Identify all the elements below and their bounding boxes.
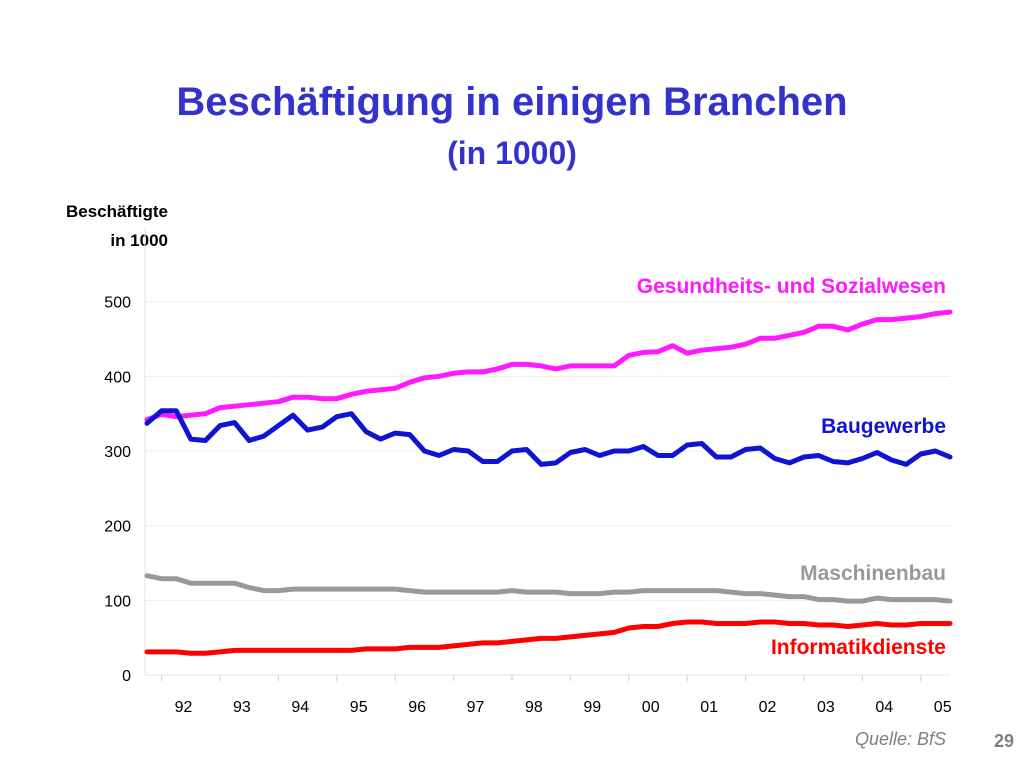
series-label-3: Informatikdienste xyxy=(771,636,946,659)
axes: 0 100 200 300 400 500 92 93 94 95 96 97 98 99 00 01 02 03… xyxy=(104,227,952,716)
x-tick-label-04: 04 xyxy=(875,699,893,716)
x-tick-label-94: 94 xyxy=(291,699,309,716)
page-number: 29 xyxy=(993,731,1014,751)
y-tick-label-100: 100 xyxy=(104,593,131,610)
x-tick-label-99: 99 xyxy=(583,699,601,716)
x-tick-label-98: 98 xyxy=(525,699,543,716)
series-labels: Gesundheits- und Sozialwesen Baugewerbe Ma… xyxy=(637,275,946,659)
x-tick-label-05: 05 xyxy=(934,699,952,716)
y-axis-label: Beschäftigte in 1000 xyxy=(66,197,168,255)
x-tick-label-96: 96 xyxy=(408,699,426,716)
series-label-1: Baugewerbe xyxy=(821,415,946,438)
series-label-0: Gesundheits- und Sozialwesen xyxy=(637,275,946,298)
x-tick-label-02: 02 xyxy=(759,699,777,716)
slide-subtitle: (in 1000) xyxy=(447,135,577,171)
x-tick-label-00: 00 xyxy=(642,699,660,716)
x-tick-label-97: 97 xyxy=(467,699,485,716)
x-tick-label-93: 93 xyxy=(233,699,251,716)
y-axis-label-line1: Beschäftigte xyxy=(65,202,168,221)
series-line-1 xyxy=(144,408,953,467)
slide-title: Beschäftigung in einigen Branchen xyxy=(176,80,848,124)
series-line-2 xyxy=(144,573,953,604)
x-tick-label-03: 03 xyxy=(817,699,835,716)
y-tick-label-0: 0 xyxy=(122,668,131,685)
y-axis-label-line2: in 1000 xyxy=(110,231,168,250)
y-tick-label-300: 300 xyxy=(104,444,131,461)
series-line-0 xyxy=(144,309,953,423)
y-tick-label-200: 200 xyxy=(104,519,131,536)
grid-lines xyxy=(145,301,950,601)
source-note: Quelle: BfS xyxy=(854,729,946,749)
x-tick-label-92: 92 xyxy=(175,699,193,716)
x-tick-label-01: 01 xyxy=(700,699,718,716)
y-tick-label-400: 400 xyxy=(104,369,131,386)
series-label-2: Maschinenbau xyxy=(800,562,946,585)
series-lines xyxy=(144,309,953,656)
series-line-3 xyxy=(144,619,953,656)
y-tick-label-500: 500 xyxy=(104,295,131,312)
x-tick-label-95: 95 xyxy=(350,699,368,716)
